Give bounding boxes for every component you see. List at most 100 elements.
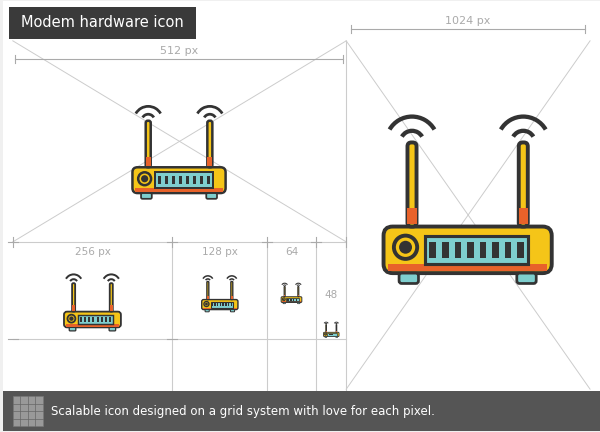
Text: 1024 px: 1024 px xyxy=(445,16,490,26)
Bar xyxy=(165,176,169,184)
Circle shape xyxy=(399,241,412,254)
Text: 256 px: 256 px xyxy=(74,247,110,257)
Circle shape xyxy=(69,316,74,321)
Bar xyxy=(430,242,436,257)
FancyBboxPatch shape xyxy=(202,299,238,310)
Circle shape xyxy=(283,299,284,300)
Circle shape xyxy=(205,303,208,305)
Circle shape xyxy=(394,235,417,259)
FancyBboxPatch shape xyxy=(72,283,75,311)
Bar xyxy=(388,264,547,270)
Bar xyxy=(212,303,213,306)
Bar xyxy=(88,317,90,322)
Bar xyxy=(186,176,190,184)
Bar xyxy=(101,317,103,322)
Bar xyxy=(493,242,499,257)
Bar xyxy=(284,295,285,296)
Bar xyxy=(336,330,337,332)
Bar xyxy=(425,235,529,264)
Text: 48: 48 xyxy=(325,289,338,300)
Text: 128 px: 128 px xyxy=(202,247,238,257)
Circle shape xyxy=(283,298,285,301)
Text: Scalable icon designed on a grid system with love for each pixel.: Scalable icon designed on a grid system … xyxy=(50,404,434,418)
Text: Modem hardware icon: Modem hardware icon xyxy=(21,16,184,30)
Bar xyxy=(286,298,299,302)
FancyBboxPatch shape xyxy=(336,324,337,332)
FancyBboxPatch shape xyxy=(284,286,285,297)
Circle shape xyxy=(325,333,326,335)
FancyBboxPatch shape xyxy=(383,226,552,273)
Bar xyxy=(3,391,600,431)
Bar xyxy=(298,295,299,296)
Bar xyxy=(206,176,210,184)
Bar xyxy=(328,333,337,336)
Bar xyxy=(231,295,233,299)
Bar xyxy=(207,295,209,299)
Bar xyxy=(217,303,218,306)
FancyBboxPatch shape xyxy=(399,273,418,283)
FancyBboxPatch shape xyxy=(146,121,151,167)
Bar xyxy=(97,317,99,322)
Bar xyxy=(442,242,449,257)
Bar xyxy=(13,396,43,426)
Bar xyxy=(172,176,175,184)
Bar xyxy=(214,303,216,306)
Bar xyxy=(84,317,86,322)
Bar xyxy=(519,208,528,224)
Text: 512 px: 512 px xyxy=(160,46,198,56)
FancyBboxPatch shape xyxy=(323,332,339,337)
FancyBboxPatch shape xyxy=(109,327,116,331)
Bar xyxy=(80,317,82,322)
Bar xyxy=(72,305,75,311)
Bar xyxy=(324,336,338,337)
Bar xyxy=(200,176,203,184)
Bar xyxy=(480,242,486,257)
Bar xyxy=(223,303,224,306)
Circle shape xyxy=(204,302,209,307)
Bar xyxy=(208,157,212,166)
Bar xyxy=(455,242,461,257)
FancyBboxPatch shape xyxy=(208,121,212,167)
Bar xyxy=(505,242,511,257)
FancyBboxPatch shape xyxy=(206,193,217,199)
FancyBboxPatch shape xyxy=(283,302,286,304)
Bar xyxy=(92,317,94,322)
FancyBboxPatch shape xyxy=(207,281,209,299)
Circle shape xyxy=(325,334,326,335)
Circle shape xyxy=(141,175,148,182)
Bar xyxy=(135,188,223,192)
Bar xyxy=(517,242,524,257)
Bar xyxy=(467,242,473,257)
Bar xyxy=(203,308,237,309)
FancyBboxPatch shape xyxy=(205,310,209,312)
Bar xyxy=(179,176,182,184)
Bar xyxy=(225,303,227,306)
FancyBboxPatch shape xyxy=(298,302,300,304)
Bar xyxy=(293,299,294,301)
FancyBboxPatch shape xyxy=(517,273,536,283)
Bar xyxy=(78,314,113,324)
Bar xyxy=(9,7,196,39)
FancyBboxPatch shape xyxy=(281,297,302,302)
Bar xyxy=(211,302,233,308)
FancyBboxPatch shape xyxy=(141,193,152,199)
FancyBboxPatch shape xyxy=(519,143,528,226)
FancyBboxPatch shape xyxy=(69,327,76,331)
FancyBboxPatch shape xyxy=(407,143,416,226)
Bar xyxy=(230,303,232,306)
Bar xyxy=(228,303,229,306)
Bar xyxy=(146,157,151,166)
Circle shape xyxy=(138,172,151,185)
FancyBboxPatch shape xyxy=(230,310,235,312)
Bar xyxy=(220,303,221,306)
Bar xyxy=(105,317,107,322)
Bar xyxy=(65,324,119,327)
FancyBboxPatch shape xyxy=(298,286,299,297)
FancyBboxPatch shape xyxy=(133,167,226,193)
Bar xyxy=(193,176,196,184)
Bar xyxy=(109,317,112,322)
Bar xyxy=(158,176,161,184)
FancyBboxPatch shape xyxy=(110,283,113,311)
FancyBboxPatch shape xyxy=(231,281,233,299)
Bar xyxy=(407,208,416,224)
